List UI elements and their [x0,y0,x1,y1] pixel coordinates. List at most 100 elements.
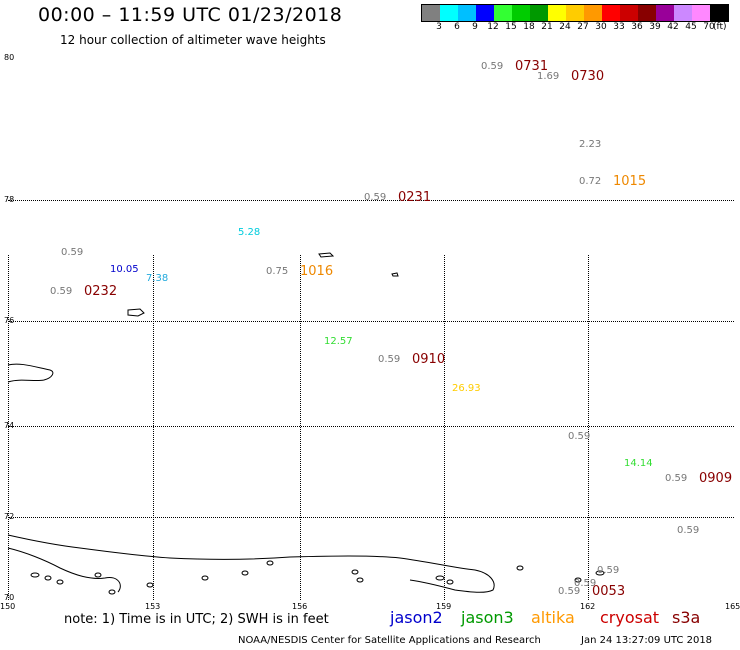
longitude-label: 150 [0,602,16,611]
latitude-gridline [8,517,734,518]
legend-label: 36 [631,22,643,32]
legend-label: 18 [523,22,535,32]
legend-swatch [548,5,566,21]
legend-swatch [422,5,440,21]
island-north [7,363,54,383]
legend-label: 24 [559,22,571,32]
legend-label: 70 [703,22,715,32]
swh-value: 0.59 [597,565,620,576]
legend-label: 42 [667,22,679,32]
longitude-label: 165 [725,602,740,611]
longitude-label: 159 [436,602,452,611]
pass-time-label: 0731 [515,59,549,74]
swh-value: 14.14 [624,458,653,469]
swh-value: 0.59 [378,354,401,365]
legend-label: 3 [436,22,442,32]
pass-time-label: 1015 [613,174,647,189]
pass-time-label: 0910 [412,352,446,367]
legend-label: 39 [649,22,661,32]
legend-label: 15 [505,22,517,32]
legend-swatch [566,5,584,21]
latitude-gridline [8,426,734,427]
swh-value: 5.28 [238,227,261,238]
legend-swatch [692,5,710,21]
pass-time-label: 1016 [300,264,334,279]
scattered-islands [30,560,605,595]
color-legend [421,4,729,22]
longitude-gridline [153,255,154,600]
legend-swatch [494,5,512,21]
island-small-1 [127,308,145,317]
legend-swatch [674,5,692,21]
satellite-cryosat: cryosat [600,608,660,627]
island-small-2 [318,252,335,258]
latitude-label: 76 [4,316,15,325]
legend-label: 33 [613,22,625,32]
swh-value: 10.05 [110,264,139,275]
page-subtitle: 12 hour collection of altimeter wave hei… [60,33,326,47]
swh-value: 0.59 [568,431,591,442]
swh-value: 0.59 [665,473,688,484]
swh-value: 0.59 [574,578,597,589]
legend-swatch [440,5,458,21]
swh-value: 12.57 [324,336,353,347]
legend-label: 6 [454,22,460,32]
legend-swatch [620,5,638,21]
swh-value: 0.75 [266,266,289,277]
satellite-altika: altika [531,608,575,627]
legend-swatch [584,5,602,21]
longitude-gridline [588,255,589,600]
units-note: note: 1) Time is in UTC; 2) SWH is in fe… [64,612,329,627]
page-title: 00:00 – 11:59 UTC 01/23/2018 [38,4,343,26]
latitude-label: 74 [4,421,15,430]
swh-value: 0.59 [677,525,700,536]
coastline-west [7,547,121,593]
legend-unit: (ft) [713,22,727,32]
satellite-jason3: jason3 [461,608,514,627]
swh-value: 0.59 [50,286,73,297]
swh-value: 0.59 [61,247,84,258]
legend-swatch [458,5,476,21]
latitude-gridline [8,321,734,322]
pass-time-label: 0730 [571,69,605,84]
swh-value: 2.23 [579,139,602,150]
credit-line: NOAA/NESDIS Center for Satellite Applica… [238,635,541,646]
swh-value: 0.59 [558,586,581,597]
longitude-gridline [300,255,301,600]
pass-time-label: 0232 [84,284,118,299]
longitude-label: 153 [145,602,161,611]
island-small-3 [391,272,399,277]
longitude-label: 162 [580,602,596,611]
legend-swatch [710,5,728,21]
legend-swatch [656,5,674,21]
satellite-jason2: jason2 [390,608,443,627]
swh-value: 1.69 [537,71,560,82]
legend-label: 30 [595,22,607,32]
latitude-label: 70 [4,593,15,602]
legend-swatch [602,5,620,21]
legend-label: 27 [577,22,589,32]
latitude-gridline [8,200,734,201]
longitude-label: 156 [292,602,308,611]
swh-value: 7.38 [146,273,169,284]
longitude-gridline [8,255,9,600]
legend-label: 12 [487,22,499,32]
swh-value: 26.93 [452,383,481,394]
legend-label: 21 [541,22,553,32]
legend-swatch [638,5,656,21]
latitude-label: 78 [4,195,15,204]
legend-label: 45 [685,22,697,32]
latitude-label: 80 [4,53,15,62]
latitude-label: 72 [4,512,15,521]
swh-value: 0.72 [579,176,602,187]
satellite-s3a: s3a [672,608,701,627]
coastline-south [7,534,495,593]
longitude-gridline [444,255,445,600]
swh-value: 0.59 [481,61,504,72]
pass-time-label: 0909 [699,471,733,486]
legend-swatch [530,5,548,21]
legend-swatch [512,5,530,21]
pass-time-label: 0053 [592,584,626,599]
generated-timestamp: Jan 24 13:27:09 UTC 2018 [581,635,713,646]
